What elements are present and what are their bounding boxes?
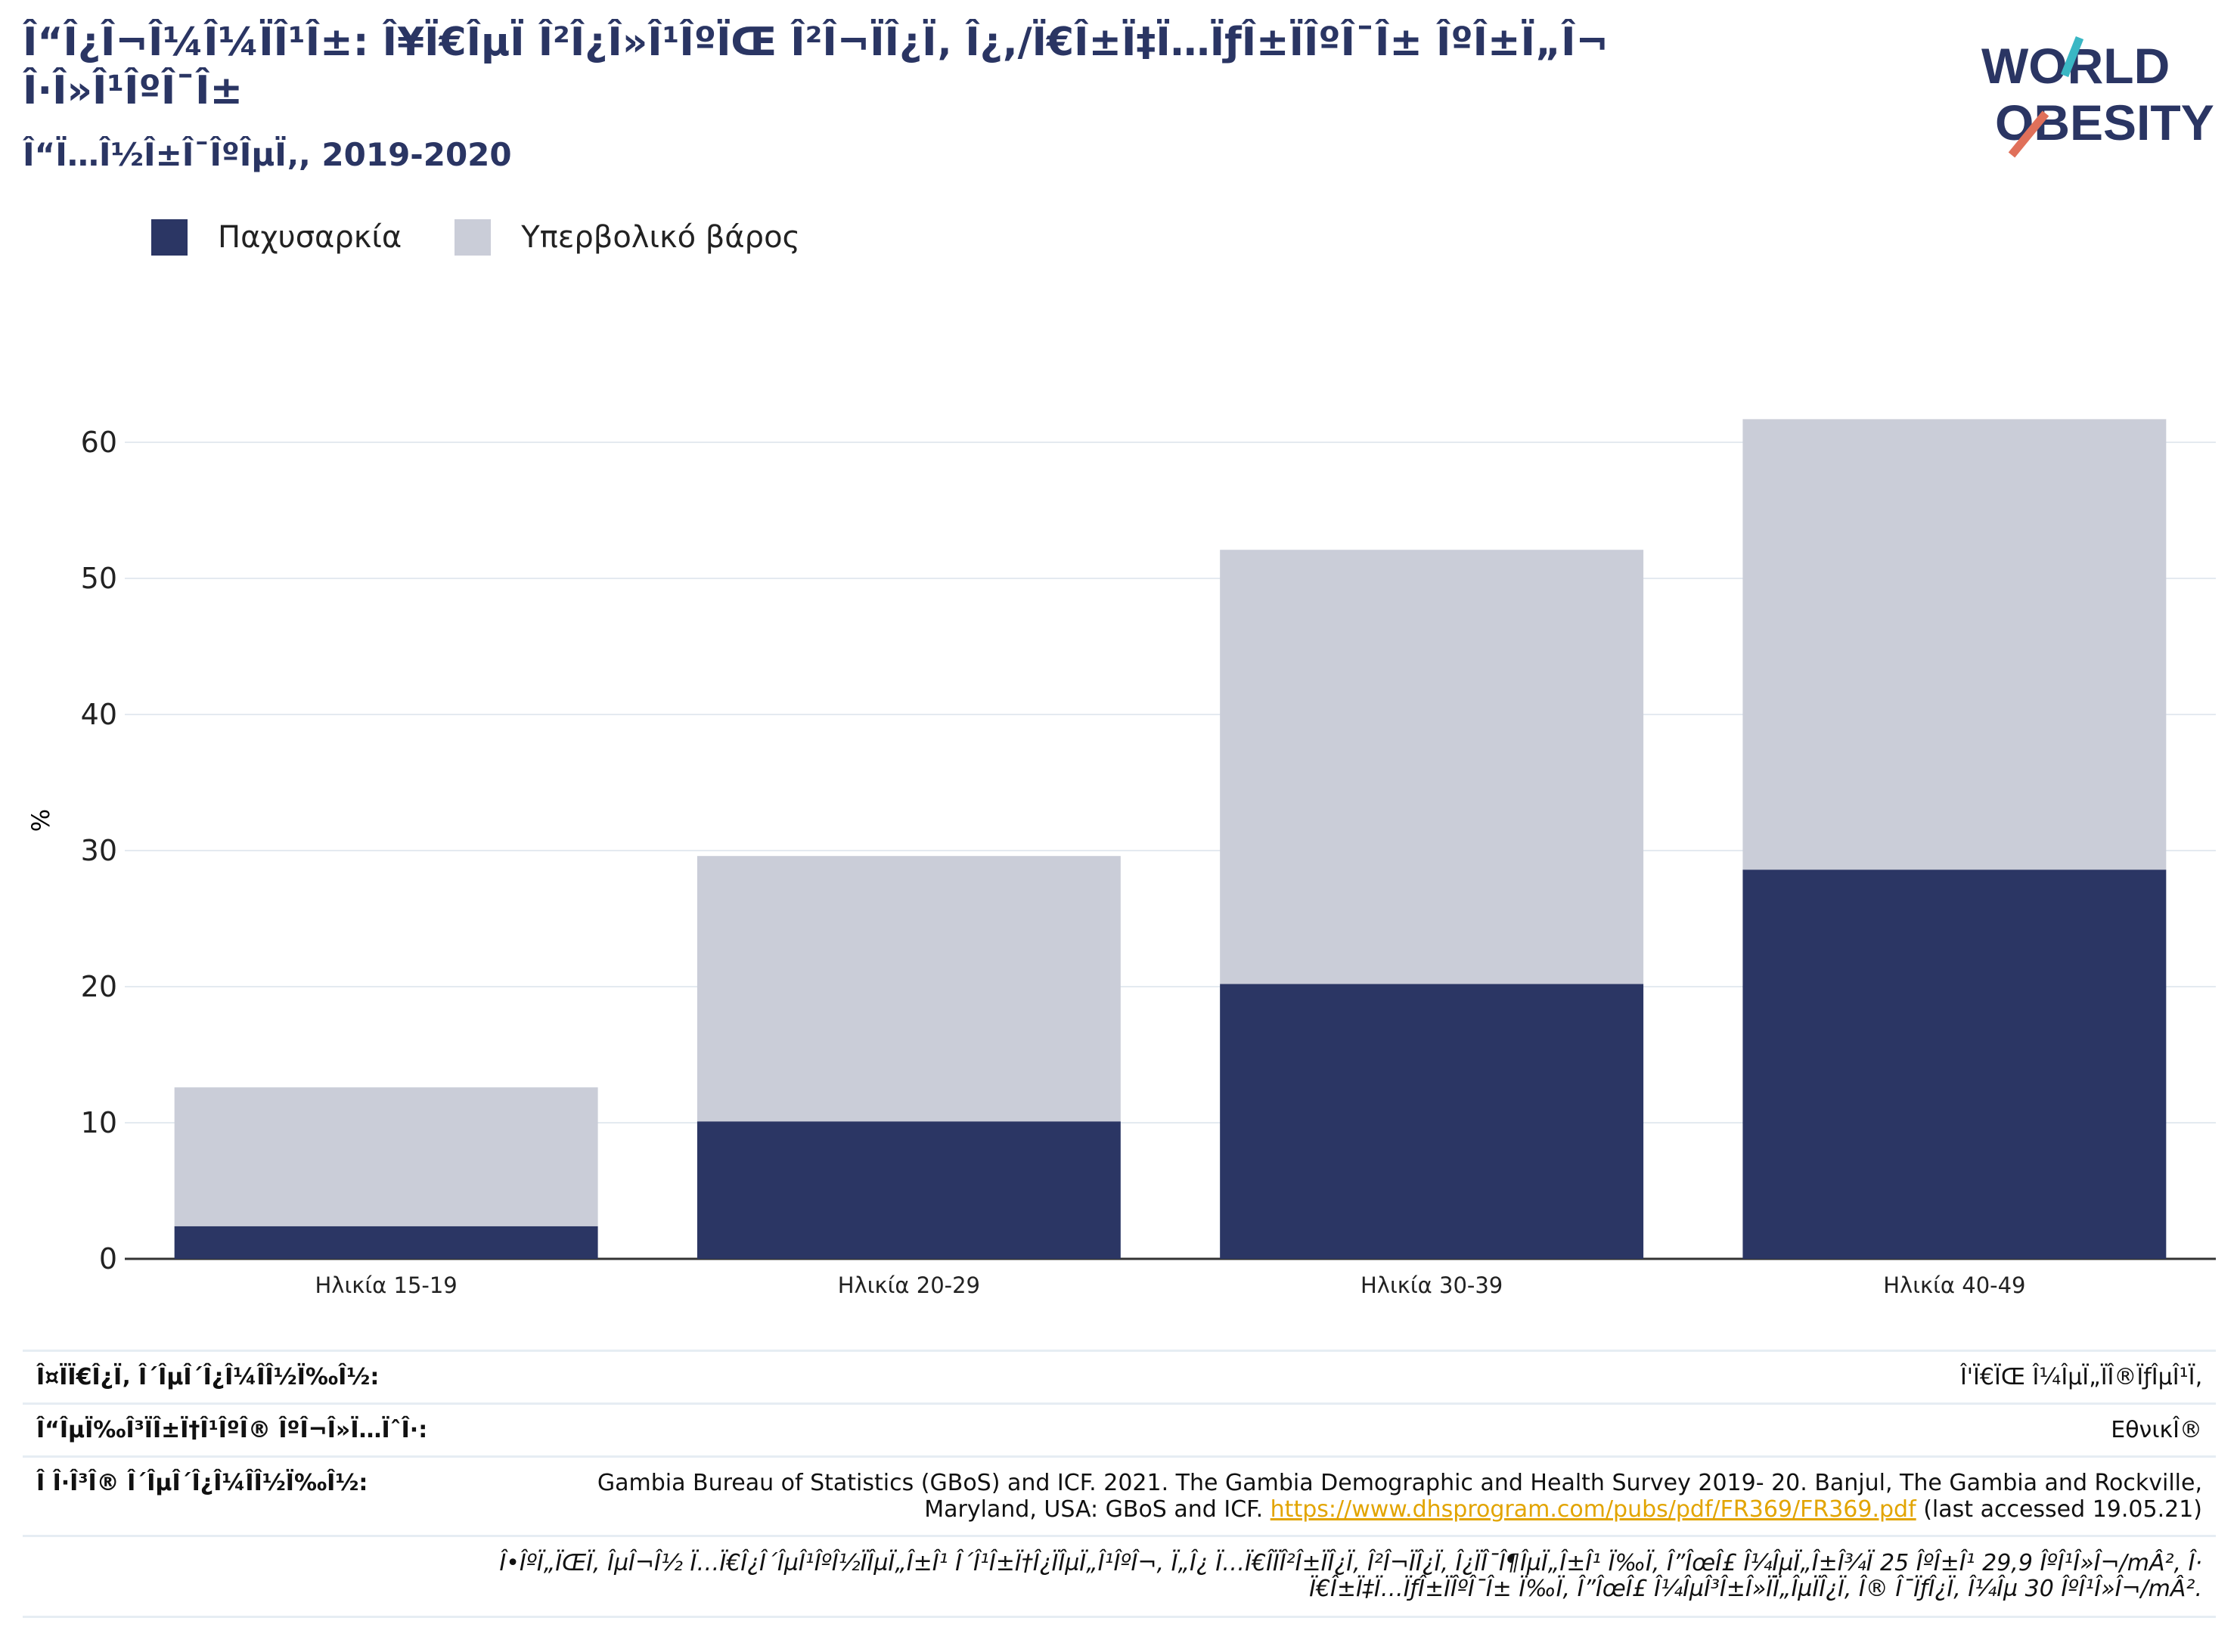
legend-label-obesity: Παχυσαρκία [218, 220, 402, 255]
y-tick-label: 50 [81, 562, 117, 595]
y-tick-label: 10 [81, 1106, 117, 1139]
y-tick-label: 20 [81, 970, 117, 1003]
y-tick-label: 60 [81, 426, 117, 459]
definition-note-line-2: Ï€Î±Ï‡Ï…ÏƒÎ±ÏÎºÎ¯Î± Ï‰Ï‚ Î”ÎœÎ£ Î¼ÎµÎ³Î±… [1309, 1576, 2202, 1602]
chart-subtitle: Î“Ï…Î½Î±Î¯ÎºÎµÏ‚, 2019-2020 [23, 136, 512, 173]
y-tick-label: 30 [81, 834, 117, 867]
y-tick-label: 40 [81, 698, 117, 731]
x-tick-label: Ηλικία 30-39 [1361, 1272, 1503, 1298]
meta-source: Î Î·Î³Î® Î´ÎµÎ´Î¿Î¼Î­Î½Ï‰Î½: Gambia Bure… [23, 1455, 2216, 1535]
bar-overweight-3 [1220, 550, 1644, 984]
definition-note-line-1: Î•ÎºÏ„ÏŒÏ‚ ÎµÎ¬Î½ Ï…Ï€Î¿Î´ÎµÎ¹ÎºÎ½ÏÎµÏ„Î… [499, 1550, 2202, 1576]
bar-obesity-3 [1220, 984, 1644, 1259]
meta-data-type-value: Î'Ï€ÏŒ Î¼ÎµÏ„ÏÎ®ÏƒÎµÎ¹Ï‚ [1959, 1364, 2202, 1390]
x-tick-label: Ηλικία 15-19 [315, 1272, 457, 1298]
legend-label-overweight: Υπερβολικό βάρος [521, 220, 801, 255]
meta-data-type-label: Î¤ÏÏ€Î¿Ï‚ Î´ÎµÎ´Î¿Î¼Î­Î½Ï‰Î½: [36, 1364, 380, 1390]
source-accessed: (last accessed 19.05.21) [1923, 1496, 2202, 1523]
chart-metadata: Î¤ÏÏ€Î¿Ï‚ Î´ÎµÎ´Î¿Î¼Î­Î½Ï‰Î½: Î'Ï€ÏŒ Î¼Î… [23, 1350, 2216, 1618]
source-citation-line-2: Maryland, USA: GBoS and ICF. [924, 1496, 1264, 1523]
definition-note: Î•ÎºÏ„ÏŒÏ‚ ÎµÎ¬Î½ Ï…Ï€Î¿Î´ÎµÎ¹ÎºÎ½ÏÎµÏ„Î… [23, 1535, 2216, 1618]
chart-legend: Παχυσαρκία Υπερβολικό βάρος [151, 219, 853, 256]
legend-swatch-overweight [455, 219, 492, 256]
y-tick-label: 0 [99, 1242, 117, 1275]
x-tick-label: Ηλικία 20-29 [838, 1272, 980, 1298]
legend-item-obesity: Παχυσαρκία [151, 219, 402, 256]
x-tick-label: Ηλικία 40-49 [1883, 1272, 2025, 1298]
bar-obesity-2 [697, 1121, 1121, 1259]
bar-obesity-4 [1742, 869, 2167, 1259]
meta-source-value: Gambia Bureau of Statistics (GBoS) and I… [597, 1470, 2202, 1523]
source-citation-line-1: Gambia Bureau of Statistics (GBoS) and I… [597, 1470, 2202, 1496]
bar-chart: 0 10 20 30 40 50 60 Ηλικία 15-19 Ηλικία 20-29 Ηλ… [26, 419, 2216, 1298]
bar-overweight-4 [1742, 419, 2167, 870]
source-link[interactable]: https://www.dhsprogram.com/pubs/pdf/FR36… [1270, 1496, 1916, 1523]
legend-item-overweight: Υπερβολικό βάρος [455, 219, 800, 256]
meta-coverage: Î“ÎµÏ‰Î³ÏÎ±Ï†Î¹ÎºÎ® ÎºÎ¬Î»Ï…ÏˆÎ·: ΕθνικÎ… [23, 1402, 2216, 1455]
bar-overweight-1 [174, 1087, 598, 1226]
y-axis-label: % [26, 809, 55, 832]
logo-word-2: OBESITY [1995, 95, 2214, 150]
chart-title: Î“Î¿Î¬Î¼Î¼ÏÎ¹Î±: Î¥Ï€ÎµÏ Î²Î¿Î»Î¹ÎºÏŒ Î²… [23, 20, 1609, 113]
bar-obesity-1 [174, 1226, 598, 1259]
meta-coverage-label: Î“ÎµÏ‰Î³ÏÎ±Ï†Î¹ÎºÎ® ÎºÎ¬Î»Ï…ÏˆÎ·: [36, 1417, 428, 1443]
meta-source-label: Î Î·Î³Î® Î´ÎµÎ´Î¿Î¼Î­Î½Ï‰Î½: [36, 1470, 368, 1496]
meta-coverage-value: ΕθνικÎ® [2111, 1417, 2202, 1443]
meta-data-type: Î¤ÏÏ€Î¿Ï‚ Î´ÎµÎ´Î¿Î¼Î­Î½Ï‰Î½: Î'Ï€ÏŒ Î¼Î… [23, 1350, 2216, 1402]
world-obesity-logo: WORLD OBESITY [1981, 36, 2214, 158]
bar-overweight-2 [697, 856, 1121, 1122]
legend-swatch-obesity [151, 219, 188, 256]
